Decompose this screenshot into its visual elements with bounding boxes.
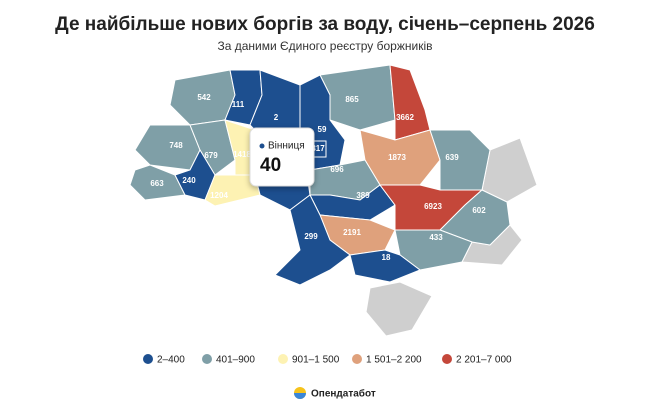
region-value: 639 [445,153,459,162]
legend-label: 1 501–2 200 [366,355,422,366]
brand-name: Опендатабот [311,388,376,400]
legend-label: 2–400 [157,355,185,366]
region-value: 317 [311,144,325,153]
region-value: 299 [304,232,318,241]
legend-label: 2 201–7 000 [456,355,512,366]
legend-swatch [202,354,212,364]
no-data-regions [365,137,538,337]
tooltip-dot [259,143,265,149]
tooltip-box [249,127,315,187]
region-value: 1418 [233,150,251,159]
region-value: 389 [356,191,370,200]
legend-swatch [278,354,288,364]
region-value: 542 [197,93,211,102]
legend-swatch [143,354,153,364]
region [349,249,422,283]
region [274,194,351,286]
title: Де найбільше нових боргів за воду, січен… [55,14,595,35]
no-data-region [365,281,433,337]
tooltip-value: 40 [260,155,281,176]
region-value: 6923 [424,202,442,211]
region-value: 2191 [343,228,361,237]
region-value: 59 [318,125,327,134]
regions [129,64,511,286]
region-value: 696 [330,165,344,174]
region-value: 865 [345,95,359,104]
legend-swatch [442,354,452,364]
region-value: 18 [382,253,391,262]
region [189,119,236,176]
region-value: 602 [472,206,486,215]
no-data-region [481,137,538,203]
region-value: 748 [169,141,183,150]
region-value: 679 [204,151,218,160]
region-value: 1204 [210,191,228,200]
region-value: 1873 [388,153,406,162]
legend-swatch [352,354,362,364]
tooltip-name: Вінниця [268,141,305,152]
tooltip: Вінниця 40 [249,127,315,187]
region-labels: 542 111 2 865 3662 748 679 1418 59 317 1873 639 663 2… [150,93,486,262]
region-value: 3662 [396,113,414,122]
region-value: 2 [274,113,279,122]
legend-label: 901–1 500 [292,355,340,366]
region-value: 663 [150,179,164,188]
region-value: 433 [429,233,443,242]
subtitle: За даними Єдиного реєстру боржників [217,39,432,53]
brand-logo-part [294,393,306,399]
region [389,64,431,141]
brand: Опендатабот [294,387,376,400]
region-value: 111 [232,100,245,109]
legend: 2–400 401–900 901–1 500 1 501–2 200 2 201–7 … [143,354,512,366]
region [134,124,201,171]
region-value: 240 [182,176,196,185]
legend-label: 401–900 [216,355,255,366]
